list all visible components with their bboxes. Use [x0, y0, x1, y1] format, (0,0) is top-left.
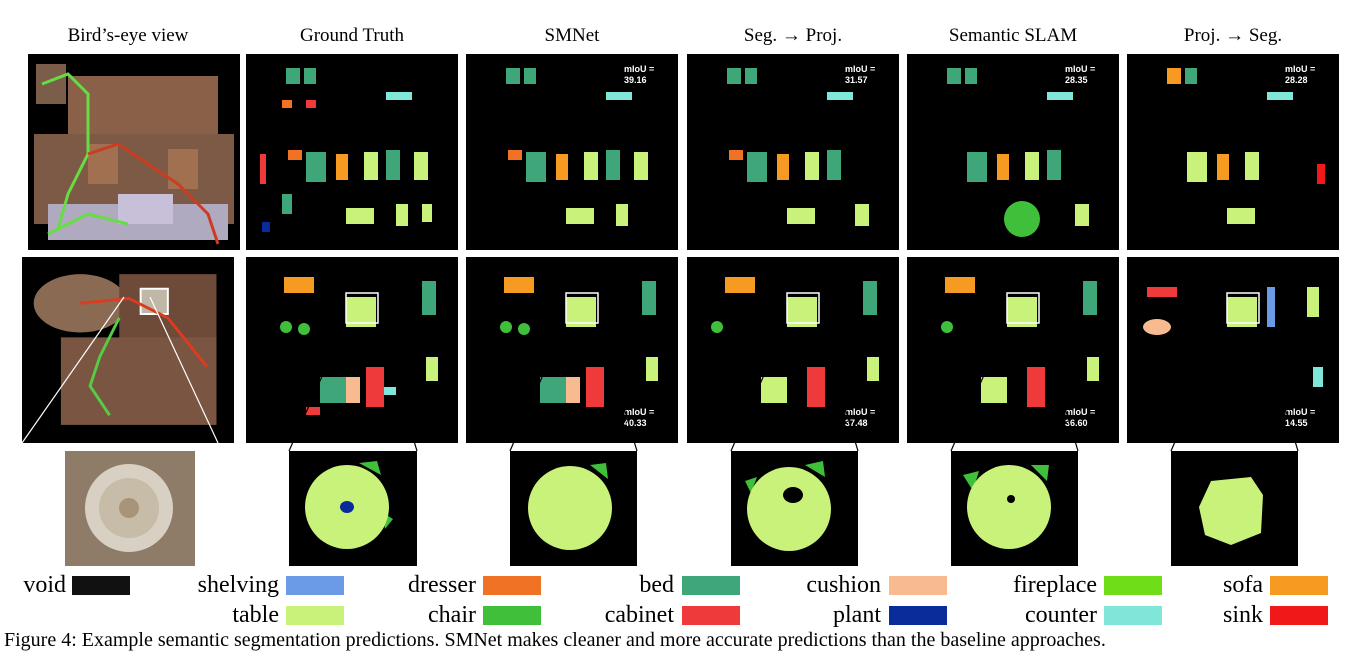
legend-item-shelving: shelving	[0, 572, 1362, 598]
legend-item-cabinet: cabinet	[0, 602, 1362, 628]
legend-swatch	[682, 576, 740, 595]
proj-seg-map-row1: mIoU = 28.28	[1127, 54, 1339, 250]
zoom-smnet	[510, 451, 637, 566]
miou-smnet-row1: mIoU = 39.16	[624, 64, 655, 85]
miou-proj-seg-row1: mIoU = 28.28	[1285, 64, 1316, 85]
column-title-proj-seg: Proj. → Seg.	[1183, 25, 1283, 46]
birdseye-render-row1	[28, 54, 240, 250]
miou-proj-seg-row2: mIoU = 14.55	[1285, 407, 1316, 428]
miou-semantic-slam-row1: mIoU = 28.35	[1065, 64, 1096, 85]
birdseye-image-row1	[28, 54, 240, 250]
column-title-ground-truth: Ground Truth	[300, 25, 404, 46]
legend-swatch	[483, 606, 541, 625]
figure-caption: Figure 4: Example semantic segmentation …	[4, 629, 1106, 651]
legend-item-counter: counter	[0, 602, 1362, 628]
legend-label: chair	[428, 602, 476, 628]
zoom-seg-proj	[731, 451, 858, 566]
legend-label: fireplace	[1013, 572, 1097, 598]
legend-swatch	[682, 606, 740, 625]
legend-swatch	[889, 606, 947, 625]
legend-label: shelving	[197, 572, 279, 598]
legend-item-sink: sink	[0, 602, 1362, 628]
legend-swatch	[1104, 606, 1162, 625]
miou-seg-proj-row1: mIoU = 31.57	[845, 64, 876, 85]
seg-proj-map-row1: mIoU = 31.57	[687, 54, 899, 250]
birdseye-image-row2	[22, 257, 234, 443]
ground-truth-map-row2	[246, 257, 458, 443]
column-title-seg-proj: Seg. → Proj.	[743, 25, 843, 46]
legend-item-sofa: sofa	[0, 572, 1362, 598]
legend-label: plant	[833, 602, 881, 628]
column-title-semantic-slam: Semantic SLAM	[948, 25, 1078, 46]
column-title-smnet: SMNet	[544, 25, 600, 46]
semantic-slam-map-row2: mIoU = 36.60	[907, 257, 1119, 443]
legend-label: table	[232, 602, 279, 628]
semantic-slam-map-row1: mIoU = 28.35	[907, 54, 1119, 250]
legend-label: void	[23, 572, 66, 598]
legend-label: cabinet	[604, 602, 674, 628]
legend-swatch	[1270, 576, 1328, 595]
ground-truth-map-row1	[246, 54, 458, 250]
legend-item-fireplace: fireplace	[0, 572, 1362, 598]
legend-swatch	[1270, 606, 1328, 625]
legend-label: sink	[1222, 602, 1263, 628]
legend-item-dresser: dresser	[0, 572, 1362, 598]
legend-swatch	[889, 576, 947, 595]
legend-item-void: void	[0, 572, 1362, 598]
zoom-semantic-slam	[951, 451, 1078, 566]
legend-swatch	[1104, 576, 1162, 595]
legend-item-plant: plant	[0, 602, 1362, 628]
legend-label: dresser	[408, 572, 476, 598]
legend-item-bed: bed	[0, 572, 1362, 598]
zoom-birdseye	[65, 451, 195, 566]
legend-label: bed	[639, 572, 674, 598]
proj-seg-map-row2: mIoU = 14.55	[1127, 257, 1339, 443]
smnet-map-row1: mIoU = 39.16	[466, 54, 678, 250]
miou-smnet-row2: mIoU = 40.33	[624, 407, 655, 428]
legend-swatch	[72, 576, 130, 595]
zoom-ground-truth	[289, 451, 417, 566]
smnet-map-row2: mIoU = 40.33	[466, 257, 678, 443]
column-title-birdseye: Bird’s-eye view	[67, 25, 189, 46]
seg-proj-map-row2: mIoU = 37.48	[687, 257, 899, 443]
legend-label: sofa	[1223, 572, 1263, 598]
legend-swatch	[286, 606, 344, 625]
legend-item-chair: chair	[0, 602, 1362, 628]
legend-item-cushion: cushion	[0, 572, 1362, 598]
legend-label: counter	[1025, 602, 1097, 628]
legend-label: cushion	[806, 572, 881, 598]
legend-item-table: table	[0, 602, 1362, 628]
miou-seg-proj-row2: mIoU = 37.48	[845, 407, 876, 428]
miou-semantic-slam-row2: mIoU = 36.60	[1065, 407, 1096, 428]
legend-swatch	[483, 576, 541, 595]
zoom-proj-seg	[1171, 451, 1298, 566]
legend-swatch	[286, 576, 344, 595]
